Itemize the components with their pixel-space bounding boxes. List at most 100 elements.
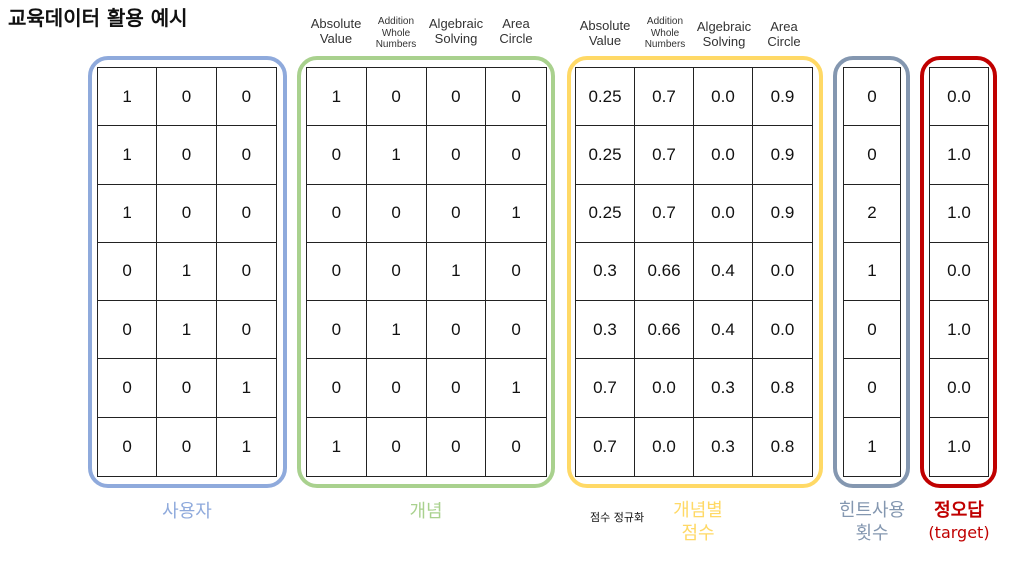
hint-cell: 1 bbox=[844, 243, 900, 302]
score-cell: 0.25 bbox=[576, 184, 635, 243]
concept-cell: 1 bbox=[486, 185, 546, 243]
user-cell: 0 bbox=[216, 68, 276, 127]
target-group-frame bbox=[920, 56, 997, 488]
target-cell: 0.0 bbox=[930, 359, 988, 418]
user-cell: 0 bbox=[216, 185, 276, 243]
user-cell: 0 bbox=[98, 301, 158, 360]
score-normalize-note: 점수 정규화 bbox=[590, 511, 645, 524]
hint-cell: 1 bbox=[867, 436, 877, 456]
user-cell: 1 bbox=[157, 242, 217, 302]
page-title: 교육데이터 활용 예시 bbox=[8, 6, 188, 30]
concept-cell: 1 bbox=[307, 68, 367, 127]
score-cell: 0.7 bbox=[635, 68, 694, 127]
concept-cell: 0 bbox=[426, 301, 487, 360]
user-cell: 0 bbox=[216, 301, 276, 360]
hint-cell: 0 bbox=[844, 301, 900, 360]
concept-cell: 0 bbox=[511, 436, 521, 456]
concept-cell: 0 bbox=[307, 301, 367, 360]
hint-group-frame bbox=[833, 56, 910, 488]
user-cell: 0 bbox=[98, 242, 158, 302]
user-cell: 1 bbox=[98, 184, 158, 243]
concept-cell: 1 bbox=[307, 417, 367, 476]
score-cell: 0.0 bbox=[694, 126, 753, 185]
score-cell: 0.9 bbox=[753, 68, 812, 127]
score-cell: 0.66 bbox=[635, 301, 694, 360]
score-cell: 0.0 bbox=[694, 184, 753, 243]
target-cell: 1.0 bbox=[930, 126, 988, 185]
concept-cell: 0 bbox=[426, 359, 487, 418]
target-cell: 0.0 bbox=[930, 243, 988, 302]
concept-cell: 0 bbox=[366, 242, 427, 302]
score-cell: 0.0 bbox=[635, 359, 694, 418]
user-cell: 0 bbox=[98, 417, 158, 476]
concept-cell: 0 bbox=[486, 68, 546, 127]
score-cell: 0.4 bbox=[694, 242, 753, 302]
score-cell: 0.0 bbox=[753, 301, 812, 360]
score-group-label: 개념별 점수 bbox=[673, 500, 723, 544]
user-cell: 0 bbox=[157, 359, 217, 418]
score-cell: 0.3 bbox=[576, 301, 635, 360]
score-cell: 0.7 bbox=[635, 184, 694, 243]
user-cell: 0 bbox=[98, 359, 158, 418]
user-cell: 1 bbox=[216, 359, 276, 418]
target-table: 0.0 1.0 1.0 0.0 1.0 0.0 1.0 bbox=[929, 67, 989, 477]
score-cell: 0.66 bbox=[635, 242, 694, 302]
score-cell: 0.4 bbox=[694, 301, 753, 360]
hint-cell: 2 bbox=[844, 185, 900, 243]
concept-cell: 0 bbox=[307, 242, 367, 302]
score-cell: 0.7 bbox=[576, 359, 635, 418]
score-header-algebraic-solving: Algebraic Solving bbox=[696, 19, 752, 49]
user-cell: 1 bbox=[98, 126, 158, 185]
concept-cell: 0 bbox=[426, 126, 487, 185]
concept-cell: 0 bbox=[366, 68, 427, 127]
score-cell: 0.9 bbox=[753, 126, 812, 185]
concept-header-algebraic-solving: Algebraic Solving bbox=[428, 16, 484, 46]
concept-cell: 1 bbox=[486, 359, 546, 418]
concept-header-area-circle: Area Circle bbox=[499, 16, 533, 46]
score-cell: 0.7 bbox=[576, 417, 635, 476]
concept-header-absolute-value: Absolute Value bbox=[310, 16, 362, 46]
user-cell: 0 bbox=[157, 68, 217, 127]
score-cell: 0.25 bbox=[576, 126, 635, 185]
score-header-absolute-value: Absolute Value bbox=[579, 18, 631, 48]
score-cell: 0.3 bbox=[694, 417, 753, 476]
hint-cell: 0 bbox=[844, 68, 900, 127]
user-cell: 0 bbox=[157, 184, 217, 243]
target-cell: 1.0 bbox=[930, 185, 988, 243]
concept-cell: 0 bbox=[486, 301, 546, 360]
user-cell: 1 bbox=[98, 68, 158, 127]
score-table: 0.25 0.7 0.0 0.9 0.25 0.7 0.0 0.9 0.25 0.7 0.0 0.9 0… bbox=[575, 67, 813, 477]
concept-cell: 0 bbox=[307, 184, 367, 243]
concept-cell: 0 bbox=[307, 359, 367, 418]
score-cell: 0.8 bbox=[753, 359, 812, 418]
score-cell: 0.8 bbox=[770, 436, 795, 456]
user-cell: 0 bbox=[157, 417, 217, 476]
user-cell: 0 bbox=[216, 126, 276, 185]
concept-cell: 0 bbox=[367, 417, 427, 476]
score-header-area-circle: Area Circle bbox=[767, 19, 801, 49]
score-cell: 0.0 bbox=[694, 68, 753, 127]
user-cell: 0 bbox=[157, 126, 217, 185]
user-group-frame bbox=[88, 56, 287, 488]
hint-cell: 0 bbox=[844, 126, 900, 185]
concept-cell: 0 bbox=[486, 243, 546, 302]
score-header-addition-whole-numbers: Addition Whole Numbers bbox=[644, 16, 686, 50]
concept-cell: 0 bbox=[427, 417, 487, 476]
concept-cell: 0 bbox=[307, 126, 367, 185]
concept-cell: 0 bbox=[426, 184, 487, 243]
concept-cell: 1 bbox=[366, 301, 427, 360]
concept-group-frame bbox=[297, 56, 555, 488]
target-cell: 1.0 bbox=[947, 436, 971, 456]
target-group-label: 정오답 (target) bbox=[928, 500, 990, 542]
score-group-frame bbox=[567, 56, 823, 488]
concept-cell: 0 bbox=[426, 68, 487, 127]
concept-header-addition-whole-numbers: Addition Whole Numbers bbox=[375, 16, 417, 50]
score-cell: 0.3 bbox=[694, 359, 753, 418]
score-cell: 0.0 bbox=[635, 417, 694, 476]
score-cell: 0.0 bbox=[753, 243, 812, 302]
concept-group-label: 개념 bbox=[409, 501, 443, 522]
score-cell: 0.25 bbox=[576, 68, 635, 127]
